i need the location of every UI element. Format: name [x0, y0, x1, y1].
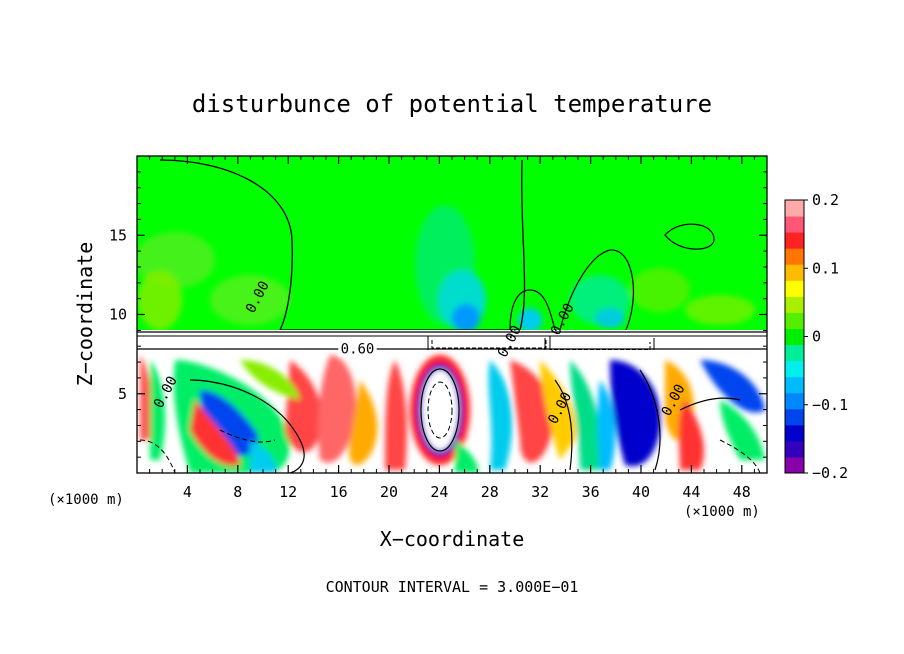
contour-line-lower-1 [189, 379, 305, 473]
shade-light-green-2 [210, 275, 290, 325]
x-tick-label-40: 40 [632, 483, 650, 501]
lower-red-5 [678, 400, 705, 470]
white-band [137, 330, 767, 350]
shade-yellow-green-1 [138, 270, 182, 330]
upper-layer-shading [137, 205, 755, 332]
z-unit-label: (×1000 m) [48, 492, 124, 508]
contour-label-text: 0.60 [341, 342, 375, 358]
x-tick-label-32: 32 [531, 483, 549, 501]
colorbar-swatch [785, 312, 804, 329]
contour-interval-note: CONTOUR INTERVAL = 3.000E−01 [326, 578, 579, 596]
x-tick-label-48: 48 [733, 483, 751, 501]
colorbar-swatch [785, 248, 804, 265]
lower-blue-2 [610, 360, 661, 467]
contour-line-zero-upper [159, 159, 526, 331]
shade-cyan-2 [595, 308, 625, 328]
colorbar-tick-label-3: −0.1 [812, 396, 848, 414]
colorbar-swatch [785, 392, 804, 410]
lower-cyan-1 [488, 360, 513, 470]
chart-title: disturbunce of potential temperature [192, 90, 712, 118]
contour-label-3: 0.60 [338, 342, 377, 358]
contour-line-upper-3 [559, 249, 635, 333]
field-plot [137, 156, 767, 473]
contour-line-lower-dashed-left [139, 439, 176, 473]
x-tick-label-36: 36 [582, 483, 600, 501]
lower-yellow-2 [540, 360, 576, 460]
lower-teal-1 [570, 360, 601, 470]
x-tick-label-20: 20 [380, 483, 398, 501]
shade-cyan-3 [518, 308, 542, 332]
lower-red-left [140, 355, 152, 440]
colorbar-tick-label-0: 0.2 [812, 191, 839, 209]
colorbar-swatch [785, 408, 804, 426]
colorbar-tick-label-2: 0 [812, 328, 821, 346]
x-tick-label-8: 8 [233, 483, 242, 501]
contour-line-upper-2 [509, 289, 556, 331]
contour-line-lower-dashed-right [719, 439, 761, 473]
contour-line-lower-3 [639, 369, 661, 471]
y-tick-label-15: 15 [109, 226, 127, 244]
colorbar-swatch [785, 280, 804, 297]
x-axis: 4 8 12 16 20 24 28 32 36 40 44 48 [149, 156, 755, 501]
x-tick-label-16: 16 [330, 483, 348, 501]
lower-layer-shading [140, 355, 765, 473]
colorbar-swatch [785, 232, 804, 249]
lower-orange-1 [349, 380, 378, 465]
lower-blue-3 [700, 360, 765, 413]
lower-yellow-1 [240, 360, 300, 400]
x-tick-label-44: 44 [682, 483, 700, 501]
lower-white-core [422, 370, 458, 450]
band-box-1-dashed [431, 340, 547, 349]
x-tick-label-12: 12 [279, 483, 297, 501]
colorbar-swatch [785, 200, 804, 217]
contour-line-upper-loop [664, 223, 715, 250]
colorbar-swatch [785, 456, 804, 474]
lower-green-2 [720, 400, 765, 460]
x-tick-label-4: 4 [183, 483, 192, 501]
colorbar-swatch [785, 424, 804, 442]
colorbar-swatch [785, 216, 804, 233]
colorbar-swatch [785, 296, 804, 313]
lower-cyan-2 [250, 440, 277, 473]
contour-line-lower-ring [420, 368, 460, 452]
y-axis-title: Z−coordinate [73, 242, 97, 387]
colorbar-tick-label-1: 0.1 [812, 259, 839, 277]
x-tick-label-24: 24 [430, 483, 448, 501]
shade-light-green-3 [630, 268, 690, 312]
colorbar-swatch [785, 328, 804, 346]
lower-red-1 [190, 400, 240, 466]
shade-yellow-green-2 [685, 295, 755, 325]
colorbar-swatch [785, 360, 804, 378]
lower-pink-1 [318, 355, 356, 463]
colorbar-swatch [785, 376, 804, 394]
y-tick-label-10: 10 [109, 306, 127, 324]
lower-green-left [150, 360, 166, 460]
x-axis-title: X−coordinate [380, 527, 525, 551]
lower-sky-1 [597, 380, 616, 470]
lower-red-3 [385, 360, 407, 470]
contour-label-bg [338, 342, 377, 357]
lower-green-3 [455, 440, 479, 473]
contour-line-lower-2 [554, 379, 573, 471]
colorbar-tick-label-4: −0.2 [812, 464, 848, 482]
x-tick-label-28: 28 [481, 483, 499, 501]
shade-blue-1 [452, 304, 480, 332]
contour-line-lower-4 [679, 397, 741, 411]
colorbar-swatch [785, 264, 804, 281]
y-tick-label-5: 5 [118, 385, 127, 403]
contour-line-lower-ring-dashed [427, 381, 453, 439]
colorbar-swatch [785, 440, 804, 458]
colorbar: 0.2 0.1 0 −0.1 −0.2 [784, 191, 848, 482]
colorbar-swatch [785, 344, 804, 362]
x-unit-label: (×1000 m) [684, 504, 760, 520]
y-axis: 5 10 15 [109, 171, 767, 458]
